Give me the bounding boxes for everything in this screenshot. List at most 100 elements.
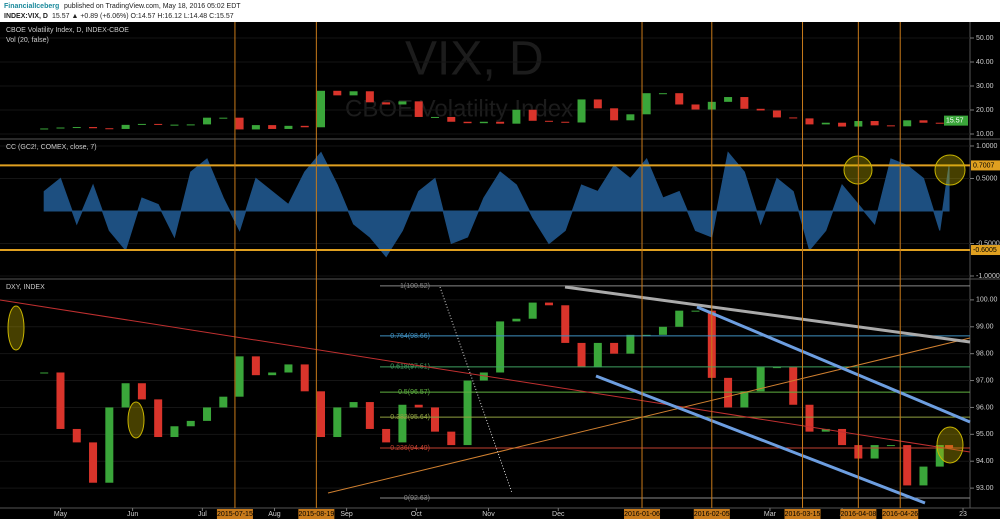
candle bbox=[789, 117, 798, 119]
y-tick-label: 30.00 bbox=[976, 83, 994, 90]
marker-tag bbox=[882, 509, 919, 519]
y-tick-label: -0.5000 bbox=[976, 240, 1000, 247]
candle bbox=[740, 391, 749, 408]
candle bbox=[430, 116, 439, 118]
marker-tag bbox=[693, 509, 730, 519]
candle bbox=[414, 101, 423, 117]
trend-line bbox=[327, 337, 971, 494]
highlight bbox=[936, 426, 964, 464]
fib-label: 1(100.52) bbox=[400, 283, 430, 290]
candle bbox=[544, 302, 553, 306]
candle bbox=[382, 428, 391, 443]
y-tick-label: 94.00 bbox=[976, 458, 994, 465]
trend-line bbox=[564, 285, 971, 344]
watermark: VIX, D bbox=[405, 33, 544, 86]
candle bbox=[317, 90, 326, 128]
trend-lines bbox=[0, 154, 971, 505]
candle bbox=[528, 302, 537, 319]
published: published on TradingView.com, May 18, 20… bbox=[64, 3, 241, 10]
candle bbox=[772, 110, 781, 118]
candle bbox=[805, 118, 814, 125]
candle bbox=[870, 121, 879, 126]
candle bbox=[838, 122, 847, 127]
candle bbox=[691, 310, 700, 312]
candle bbox=[251, 125, 260, 130]
x-tick-label: Mar bbox=[764, 511, 777, 518]
x-tick-label: May bbox=[54, 511, 68, 518]
candle bbox=[251, 356, 260, 376]
candle bbox=[724, 97, 733, 102]
candle bbox=[870, 445, 879, 459]
candle bbox=[593, 342, 602, 368]
candle bbox=[203, 117, 212, 125]
quote: 15.57 ▲ +0.89 (+6.06%) O:14.57 H:16.12 L… bbox=[52, 13, 234, 20]
candle bbox=[268, 125, 277, 129]
candle bbox=[89, 127, 98, 129]
y-tick-label: 20.00 bbox=[976, 107, 994, 114]
candle bbox=[561, 305, 570, 343]
candle bbox=[235, 117, 244, 130]
pane-title: CC (GC2!, COMEX, close, 7) bbox=[6, 144, 97, 151]
symbol: INDEX:VIX, D bbox=[4, 13, 48, 20]
y-tick-label: 50.00 bbox=[976, 35, 994, 42]
y-tick-label: 10.00 bbox=[976, 131, 994, 138]
channel-line bbox=[595, 374, 926, 505]
candle bbox=[317, 391, 326, 438]
y-tick-label: 93.00 bbox=[976, 485, 994, 492]
y-tick-label: 100.00 bbox=[976, 297, 998, 304]
candle bbox=[903, 445, 912, 486]
x-tick-label: Sep bbox=[340, 511, 353, 518]
candle bbox=[626, 334, 635, 354]
candle bbox=[154, 123, 163, 125]
candle bbox=[365, 402, 374, 429]
candle bbox=[154, 399, 163, 438]
x-tick-label: Nov bbox=[482, 511, 495, 518]
candle bbox=[610, 108, 619, 121]
candle bbox=[365, 91, 374, 103]
candle bbox=[219, 117, 228, 119]
marker-label: 2015-08-19 bbox=[298, 511, 334, 518]
candle bbox=[496, 121, 505, 124]
candle bbox=[105, 407, 114, 483]
candle bbox=[300, 125, 309, 128]
candle bbox=[89, 442, 98, 483]
pane-title: CBOE Volatility Index, D, INDEX-CBOE bbox=[6, 27, 129, 34]
candle bbox=[105, 128, 114, 130]
candle bbox=[284, 125, 293, 129]
candle bbox=[186, 420, 195, 427]
candle bbox=[919, 466, 928, 486]
candle bbox=[805, 404, 814, 432]
candle bbox=[496, 321, 505, 373]
candle bbox=[447, 431, 456, 446]
candle bbox=[170, 426, 179, 438]
marker-tag bbox=[216, 509, 253, 519]
y-tick-label: 95.00 bbox=[976, 431, 994, 438]
marker-tag bbox=[840, 509, 877, 519]
candle bbox=[642, 93, 651, 115]
marker-label: 2016-02-05 bbox=[694, 511, 730, 518]
candle bbox=[821, 428, 830, 432]
pane-title: DXY, INDEX bbox=[6, 284, 45, 291]
y-tick-label: 96.00 bbox=[976, 404, 994, 411]
y-tick-label: 97.00 bbox=[976, 377, 994, 384]
marker-label: 2016-04-08 bbox=[840, 511, 876, 518]
candle bbox=[740, 97, 749, 109]
candle bbox=[756, 108, 765, 111]
candle bbox=[886, 125, 895, 127]
candle bbox=[561, 121, 570, 123]
level-tag bbox=[971, 245, 1000, 256]
fib-label: 0.618(97.51) bbox=[390, 364, 430, 371]
y-tick-label: 99.00 bbox=[976, 324, 994, 331]
pane-subtitle: Vol (20, false) bbox=[6, 37, 49, 44]
candle bbox=[886, 445, 895, 447]
candle bbox=[479, 372, 488, 381]
last-price-label: 15.57 bbox=[946, 117, 964, 124]
candle bbox=[121, 383, 130, 408]
candle bbox=[577, 342, 586, 368]
candle bbox=[691, 104, 700, 110]
y-tick-label: -1.0000 bbox=[976, 273, 1000, 280]
candle bbox=[756, 367, 765, 392]
brand[interactable]: FinancialIceberg bbox=[4, 3, 59, 10]
candle bbox=[463, 121, 472, 124]
